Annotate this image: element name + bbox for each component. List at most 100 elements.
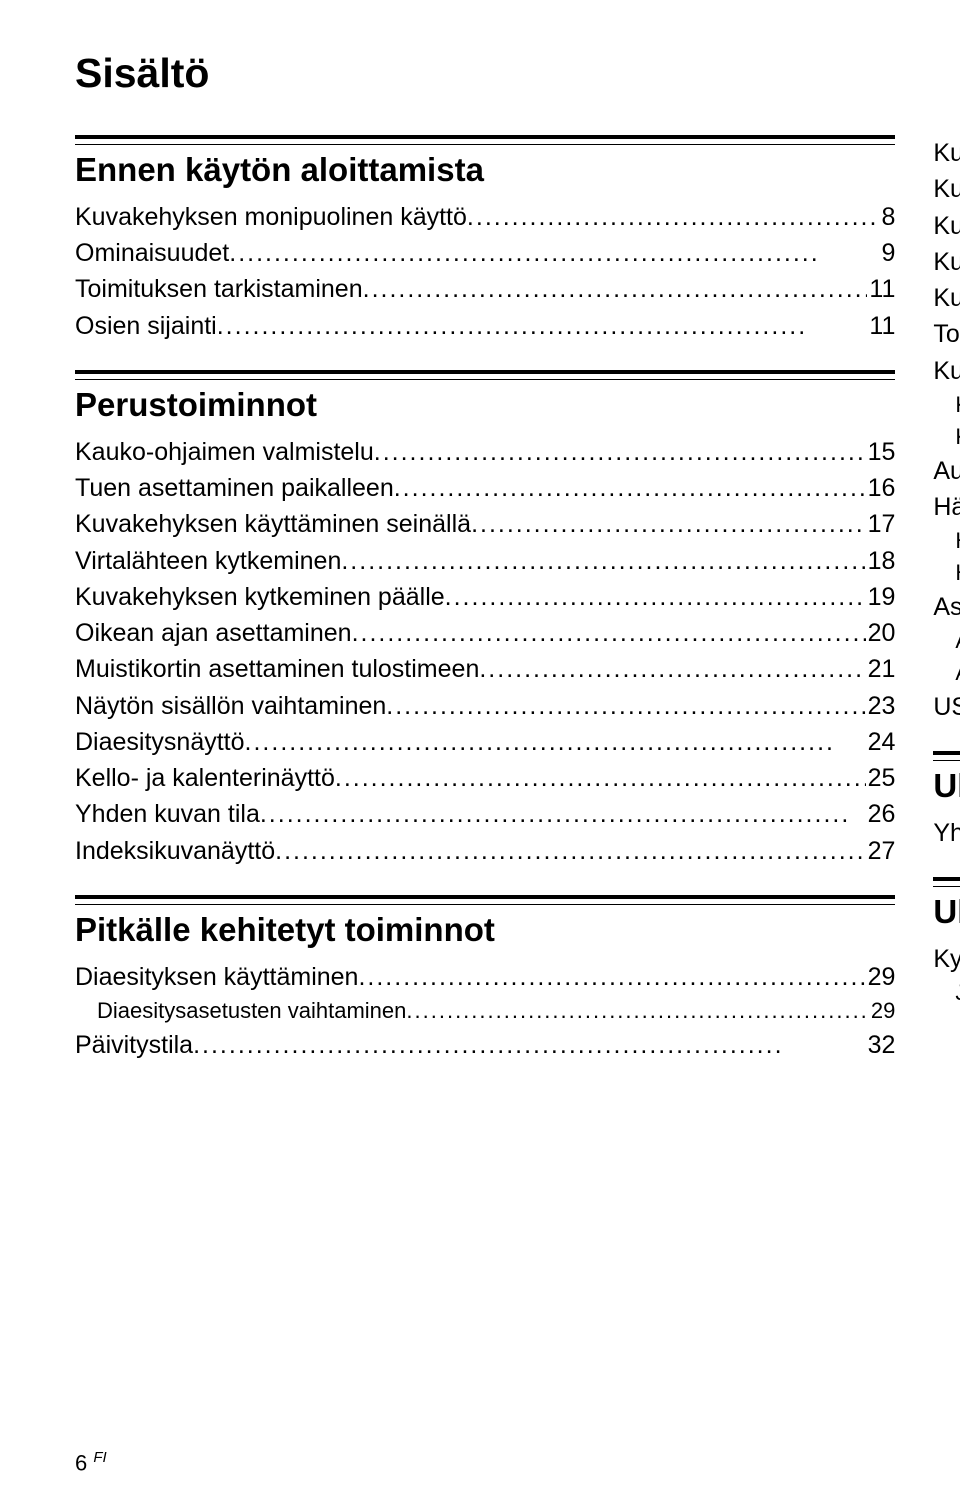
toc-label: Kytkentä tietokoneeseen [933, 941, 960, 977]
toc-entry: Tuen asettaminen paikalleen 16 [75, 470, 895, 506]
toc-label: Kello- ja kalenterinäyttö [75, 760, 335, 796]
toc-dots [260, 796, 866, 832]
toc-page: 21 [866, 651, 896, 687]
toc-label: Diaesitysasetusten vaihtaminen [97, 995, 406, 1027]
toc-page: 29 [869, 995, 895, 1027]
toc-entry: Yhteyden luominen Bluetooth-laitteeseen4… [933, 815, 960, 851]
toc-dots [386, 688, 865, 724]
toc-entry: Kuvien lisääminen sisäiseen muistiin32 [933, 135, 960, 171]
section-rule [75, 895, 895, 905]
spacer [933, 851, 960, 877]
toc-label: Kuvakehyksen kytkeminen päälle [75, 579, 445, 615]
toc-label: Automaattisen virrankatkaisu/kytkentätoi… [933, 453, 960, 489]
toc-entry: Ominaisuudet9 [75, 235, 895, 271]
toc-label: Asetusmenettely [955, 625, 960, 657]
page-lang: FI [93, 1449, 106, 1466]
toc-column-left: Ennen käytön aloittamistaKuvakehyksen mo… [75, 135, 895, 1063]
toc-page: 26 [866, 796, 896, 832]
toc-label: Kuvan kierrättäminen [955, 421, 960, 453]
toc-entry: Kuvakehyksen monipuolinen käyttö 8 [75, 199, 895, 235]
toc-entry: Järjestelmävaatimukset51 [933, 977, 960, 1009]
toc-entry: Toimituksen tarkistaminen 11 [75, 271, 895, 307]
toc-dots [406, 995, 869, 1027]
toc-columns: Ennen käytön aloittamistaKuvakehyksen mo… [75, 135, 900, 1063]
toc-label: Hälytystoiminnon käyttö [933, 489, 960, 525]
toc-label: Kuvakehyksen monipuolinen käyttö [75, 199, 467, 235]
toc-entry: Hälytysajan asettaminen44 [933, 557, 960, 589]
toc-entry: Kuvakehyksen kytkeminen päälle 19 [75, 579, 895, 615]
toc-dots [335, 760, 866, 796]
toc-entry: Muistikortin asettaminen tulostimeen 21 [75, 651, 895, 687]
toc-label: Näytön sisällön vaihtaminen [75, 688, 386, 724]
toc-label: Kuvan koon ja sijainnin säätäminen [933, 353, 960, 389]
toc-label: Tuen asettaminen paikalleen [75, 470, 394, 506]
toc-page: 20 [866, 615, 896, 651]
toc-page: 18 [866, 543, 896, 579]
section-rule [75, 370, 895, 380]
toc-entry: Diaesityksen käyttäminen29 [75, 959, 895, 995]
spacer [75, 869, 895, 895]
toc-page: 25 [866, 760, 896, 796]
page-number: 6 [75, 1450, 87, 1475]
toc-label: Kuvakoon muuttaminen [955, 389, 960, 421]
toc-entry: Päivitystila32 [75, 1027, 895, 1063]
toc-entry: Näytön sisällön vaihtaminen23 [75, 688, 895, 724]
toc-page: 11 [867, 271, 895, 307]
toc-label: Asetusyksiköt [955, 657, 960, 689]
toc-label: Muistikortin asettaminen tulostimeen [75, 651, 479, 687]
toc-entry: Hälytystoiminnon asettaminen43 [933, 525, 960, 557]
section-heading: Ulkoisen laitteen käyttö (tietokoneen av… [933, 893, 960, 931]
toc-dots [363, 271, 868, 307]
toc-label: Toimituksen tarkistaminen [75, 271, 363, 307]
spacer [933, 725, 960, 751]
toc-entry: Automaattisen virrankatkaisu/kytkentätoi… [933, 453, 960, 489]
toc-label: Kauko-ohjaimen valmistelu [75, 434, 374, 470]
toc-entry: Kuvan kierrättäminen41 [933, 421, 960, 453]
toc-page: 32 [866, 1027, 896, 1063]
toc-label: USB-muistissa olevien kuvien näyttäminen [933, 689, 960, 725]
toc-entry: Hälytystoiminnon käyttö43 [933, 489, 960, 525]
toc-label: Kuvan merkitseminen [933, 244, 960, 280]
toc-page: 9 [879, 235, 895, 271]
page-title: Sisältö [75, 50, 900, 97]
section-heading: Perustoiminnot [75, 386, 895, 424]
toc-entry: USB-muistissa olevien kuvien näyttäminen… [933, 689, 960, 725]
toc-dots [471, 506, 866, 542]
toc-label: Indeksikuvanäyttö [75, 833, 275, 869]
toc-label: Asetusten vaihtaminen [933, 589, 960, 625]
toc-entry: Kuvan poistaminen36 [933, 208, 960, 244]
toc-dots [445, 579, 866, 615]
toc-label: Oikean ajan asettaminen [75, 615, 352, 651]
toc-label: Virtalähteen kytkeminen [75, 543, 341, 579]
toc-label: Yhden kuvan tila [75, 796, 260, 832]
toc-label: Hälytysajan asettaminen [955, 557, 960, 589]
toc-dots [217, 308, 868, 344]
toc-page: 8 [879, 199, 895, 235]
toc-page: 19 [866, 579, 896, 615]
toc-dots [275, 833, 865, 869]
toc-entry: Asetusmenettely44 [933, 625, 960, 657]
toc-entry: Kytkentä tietokoneeseen51 [933, 941, 960, 977]
section-heading: Ulkoisen laitteen käyttö (Bluetooth-toim… [933, 767, 960, 805]
toc-label: Yhteyden luominen Bluetooth-laitteeseen [933, 815, 960, 851]
toc-label: Kuvan poistaminen [933, 208, 960, 244]
toc-entry: Diaesitysnäyttö24 [75, 724, 895, 760]
toc-entry: Kello- ja kalenterinäyttö 25 [75, 760, 895, 796]
toc-label: Diaesitysnäyttö [75, 724, 245, 760]
toc-page: 16 [866, 470, 896, 506]
toc-entry: Diaesitysasetusten vaihtaminen 29 [75, 995, 895, 1027]
toc-label: Kuvakehyksen käyttäminen seinällä [75, 506, 471, 542]
toc-label: Kuvien lisääminen sisäiseen muistiin [933, 135, 960, 171]
toc-entry: Asetusyksiköt46 [933, 657, 960, 689]
toc-dots [341, 543, 865, 579]
toc-dots [479, 651, 865, 687]
toc-label: Diaesityksen käyttäminen [75, 959, 358, 995]
toc-entry: Indeksikuvanäyttö27 [75, 833, 895, 869]
toc-entry: Yhden kuvan tila 26 [75, 796, 895, 832]
toc-label: Kuvan hakeminen (Suodatus) [933, 280, 960, 316]
toc-dots [245, 724, 866, 760]
toc-page: 17 [866, 506, 896, 542]
toc-entry: Kuvan merkitseminen37 [933, 244, 960, 280]
section-rule [75, 135, 895, 145]
section-rule [933, 751, 960, 761]
